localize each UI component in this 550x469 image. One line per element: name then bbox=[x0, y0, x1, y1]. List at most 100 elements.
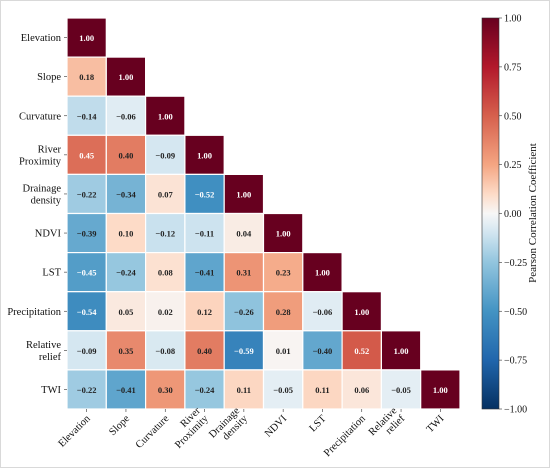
colorbar-tick-label: −0.50 bbox=[504, 307, 527, 318]
cell-value-label: −0.05 bbox=[273, 385, 293, 395]
cell-value-label: 0.12 bbox=[197, 307, 212, 317]
cell-value-label: −0.54 bbox=[77, 307, 97, 317]
heatmap-cell bbox=[184, 369, 225, 410]
heatmap-cell bbox=[145, 369, 186, 410]
heatmap-cell bbox=[105, 134, 147, 176]
cell-value-label: 0.04 bbox=[236, 229, 252, 239]
cell-value-label: 0.01 bbox=[276, 346, 291, 356]
heatmap-cell bbox=[341, 291, 383, 332]
cell-value-label: −0.09 bbox=[77, 346, 97, 356]
cell-value-label: −0.08 bbox=[155, 346, 175, 356]
cell-value-label: −0.24 bbox=[195, 385, 215, 395]
cell-value-label: −0.06 bbox=[313, 307, 333, 317]
heatmap-cell bbox=[66, 369, 107, 410]
cell-value-label: 1.00 bbox=[433, 385, 448, 395]
cell-value-label: −0.11 bbox=[195, 229, 214, 239]
colorbar-tick-label: 0.75 bbox=[504, 62, 522, 73]
x-axis-labels: Elevation Slope Curvature RiverProximityDra… bbox=[57, 405, 447, 459]
x-tick-label: Elevation bbox=[57, 413, 94, 450]
heatmap-cell bbox=[420, 369, 461, 410]
heatmap-cell bbox=[223, 212, 265, 254]
y-tick-label: LST bbox=[42, 268, 61, 279]
cell-value-label: 0.45 bbox=[79, 150, 94, 160]
colorbar-label: Pearson Correlation Coefficient bbox=[527, 143, 539, 283]
colorbar-tick-label: 0.00 bbox=[504, 209, 522, 220]
heatmap-cell bbox=[262, 252, 304, 293]
cell-value-label: −0.22 bbox=[77, 189, 97, 199]
y-tick-label: Precipitation bbox=[7, 307, 61, 318]
x-tick-label: LST bbox=[308, 413, 329, 434]
heatmap-cell bbox=[184, 212, 225, 254]
cell-value-label: 0.52 bbox=[354, 346, 369, 356]
cell-value-label: 0.11 bbox=[237, 385, 251, 395]
heatmap-cell bbox=[105, 173, 147, 215]
y-tick-label: Drainage density bbox=[23, 183, 62, 206]
heatmap-cell bbox=[262, 369, 304, 410]
x-tick-label: Relativerelief bbox=[367, 405, 408, 446]
colorbar-tick-label: 0.25 bbox=[504, 160, 522, 171]
cell-value-label: 1.00 bbox=[236, 189, 251, 199]
cell-value-label: −0.14 bbox=[77, 111, 97, 121]
colorbar-gradient bbox=[481, 17, 500, 410]
heatmap-cell bbox=[145, 291, 186, 332]
heatmap-cell bbox=[66, 252, 107, 293]
cell-value-label: 0.10 bbox=[119, 229, 134, 239]
cell-value-label: 0.18 bbox=[79, 72, 94, 82]
cell-value-label: 0.28 bbox=[276, 307, 291, 317]
heatmap-cell bbox=[66, 56, 107, 97]
x-tick-label: Curvature bbox=[134, 413, 172, 451]
cell-value-label: 0.35 bbox=[119, 346, 134, 356]
cell-value-label: 0.31 bbox=[236, 268, 251, 278]
cell-value-label: 1.00 bbox=[79, 33, 94, 43]
heatmap-cell bbox=[262, 330, 304, 371]
x-tick-label: Precipitation bbox=[322, 413, 368, 459]
heatmap-cell bbox=[66, 291, 107, 332]
heatmap-cell bbox=[184, 173, 225, 215]
colorbar-ticks: 1.00 0.75 0.50 0.25 0.00 −0.25 −0.50 −0.75 −1.00 bbox=[499, 14, 527, 416]
cell-value-label: 1.00 bbox=[197, 150, 212, 160]
cell-value-label: −0.41 bbox=[116, 385, 136, 395]
cell-value-label: 1.00 bbox=[394, 346, 409, 356]
cell-value-label: 0.06 bbox=[354, 385, 369, 395]
x-tick-label: TWI bbox=[425, 413, 447, 435]
cell-value-label: 0.40 bbox=[197, 346, 212, 356]
cell-value-label: 1.00 bbox=[315, 268, 330, 278]
cell-value-label: 1.00 bbox=[276, 229, 291, 239]
colorbar-tick-label: 0.50 bbox=[504, 111, 522, 122]
y-tick-label: Curvature bbox=[19, 111, 61, 122]
cell-value-label: 0.05 bbox=[119, 307, 134, 317]
heatmap-cell bbox=[66, 330, 107, 371]
heatmap-cell bbox=[184, 134, 225, 176]
colorbar-tick-label: −0.75 bbox=[504, 356, 527, 367]
cell-value-label: 0.11 bbox=[315, 385, 329, 395]
colorbar: 1.00 0.75 0.50 0.25 0.00 −0.25 −0.50 −0.75 −1.00… bbox=[481, 14, 539, 416]
heatmap-cell bbox=[223, 369, 265, 410]
heatmap-cell bbox=[105, 369, 147, 410]
y-tick-label: NDVI bbox=[35, 229, 62, 240]
cell-value-label: −0.12 bbox=[155, 229, 175, 239]
cell-value-label: 0.07 bbox=[158, 189, 174, 199]
y-tick-label: Elevation bbox=[21, 33, 62, 44]
cell-value-label: 0.02 bbox=[158, 307, 173, 317]
y-tick-label: Slope bbox=[37, 72, 61, 83]
cell-value-label: 1.00 bbox=[158, 111, 173, 121]
cell-value-label: −0.34 bbox=[116, 189, 136, 199]
heatmap-cells: 1.00 0.18 1.00 −0.14 −0.06 1.00 0.45 0.40 −0.09 1… bbox=[66, 17, 461, 410]
cell-value-label: 1.00 bbox=[119, 72, 134, 82]
cell-value-label: −0.26 bbox=[234, 307, 254, 317]
heatmap-cell bbox=[105, 212, 147, 254]
cell-value-label: −0.40 bbox=[313, 346, 333, 356]
cell-value-label: −0.09 bbox=[155, 150, 175, 160]
heatmap-cell bbox=[380, 369, 422, 410]
cell-value-label: 0.23 bbox=[276, 268, 291, 278]
cell-value-label: −0.52 bbox=[195, 189, 215, 199]
y-tick-label: TWI bbox=[41, 385, 61, 396]
cell-value-label: 0.08 bbox=[158, 268, 173, 278]
colorbar-tick-label: −1.00 bbox=[504, 405, 527, 416]
cell-value-label: −0.22 bbox=[77, 385, 97, 395]
cell-value-label: 1.00 bbox=[354, 307, 369, 317]
x-tick-label: Slope bbox=[107, 413, 132, 438]
cell-value-label: −0.05 bbox=[391, 385, 411, 395]
cell-value-label: 0.30 bbox=[158, 385, 173, 395]
